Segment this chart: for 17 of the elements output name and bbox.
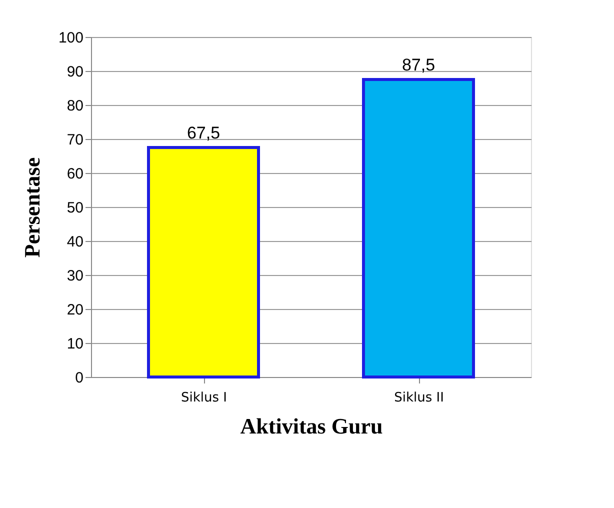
y-tick-label: 80 <box>66 98 84 114</box>
y-tick-label: 0 <box>75 370 84 386</box>
y-tick-label: 10 <box>66 336 84 352</box>
y-tick-label: 100 <box>58 30 84 46</box>
y-tick-label: 20 <box>66 302 84 318</box>
y-tick-label: 50 <box>66 200 84 216</box>
y-tick-label: 60 <box>66 166 84 182</box>
x-tick-label: Siklus I <box>181 390 227 406</box>
data-label: 87,5 <box>402 56 436 74</box>
data-label: 67,5 <box>186 124 220 142</box>
y-tick-label: 30 <box>66 268 84 284</box>
x-axis-title: Aktivitas Guru <box>240 414 383 438</box>
y-tick-label: 70 <box>66 132 84 148</box>
y-tick-label: 90 <box>66 64 84 80</box>
y-axis-title: Persentase <box>19 157 44 258</box>
y-tick-label: 40 <box>66 234 84 250</box>
x-tick-label: Siklus II <box>394 390 444 406</box>
